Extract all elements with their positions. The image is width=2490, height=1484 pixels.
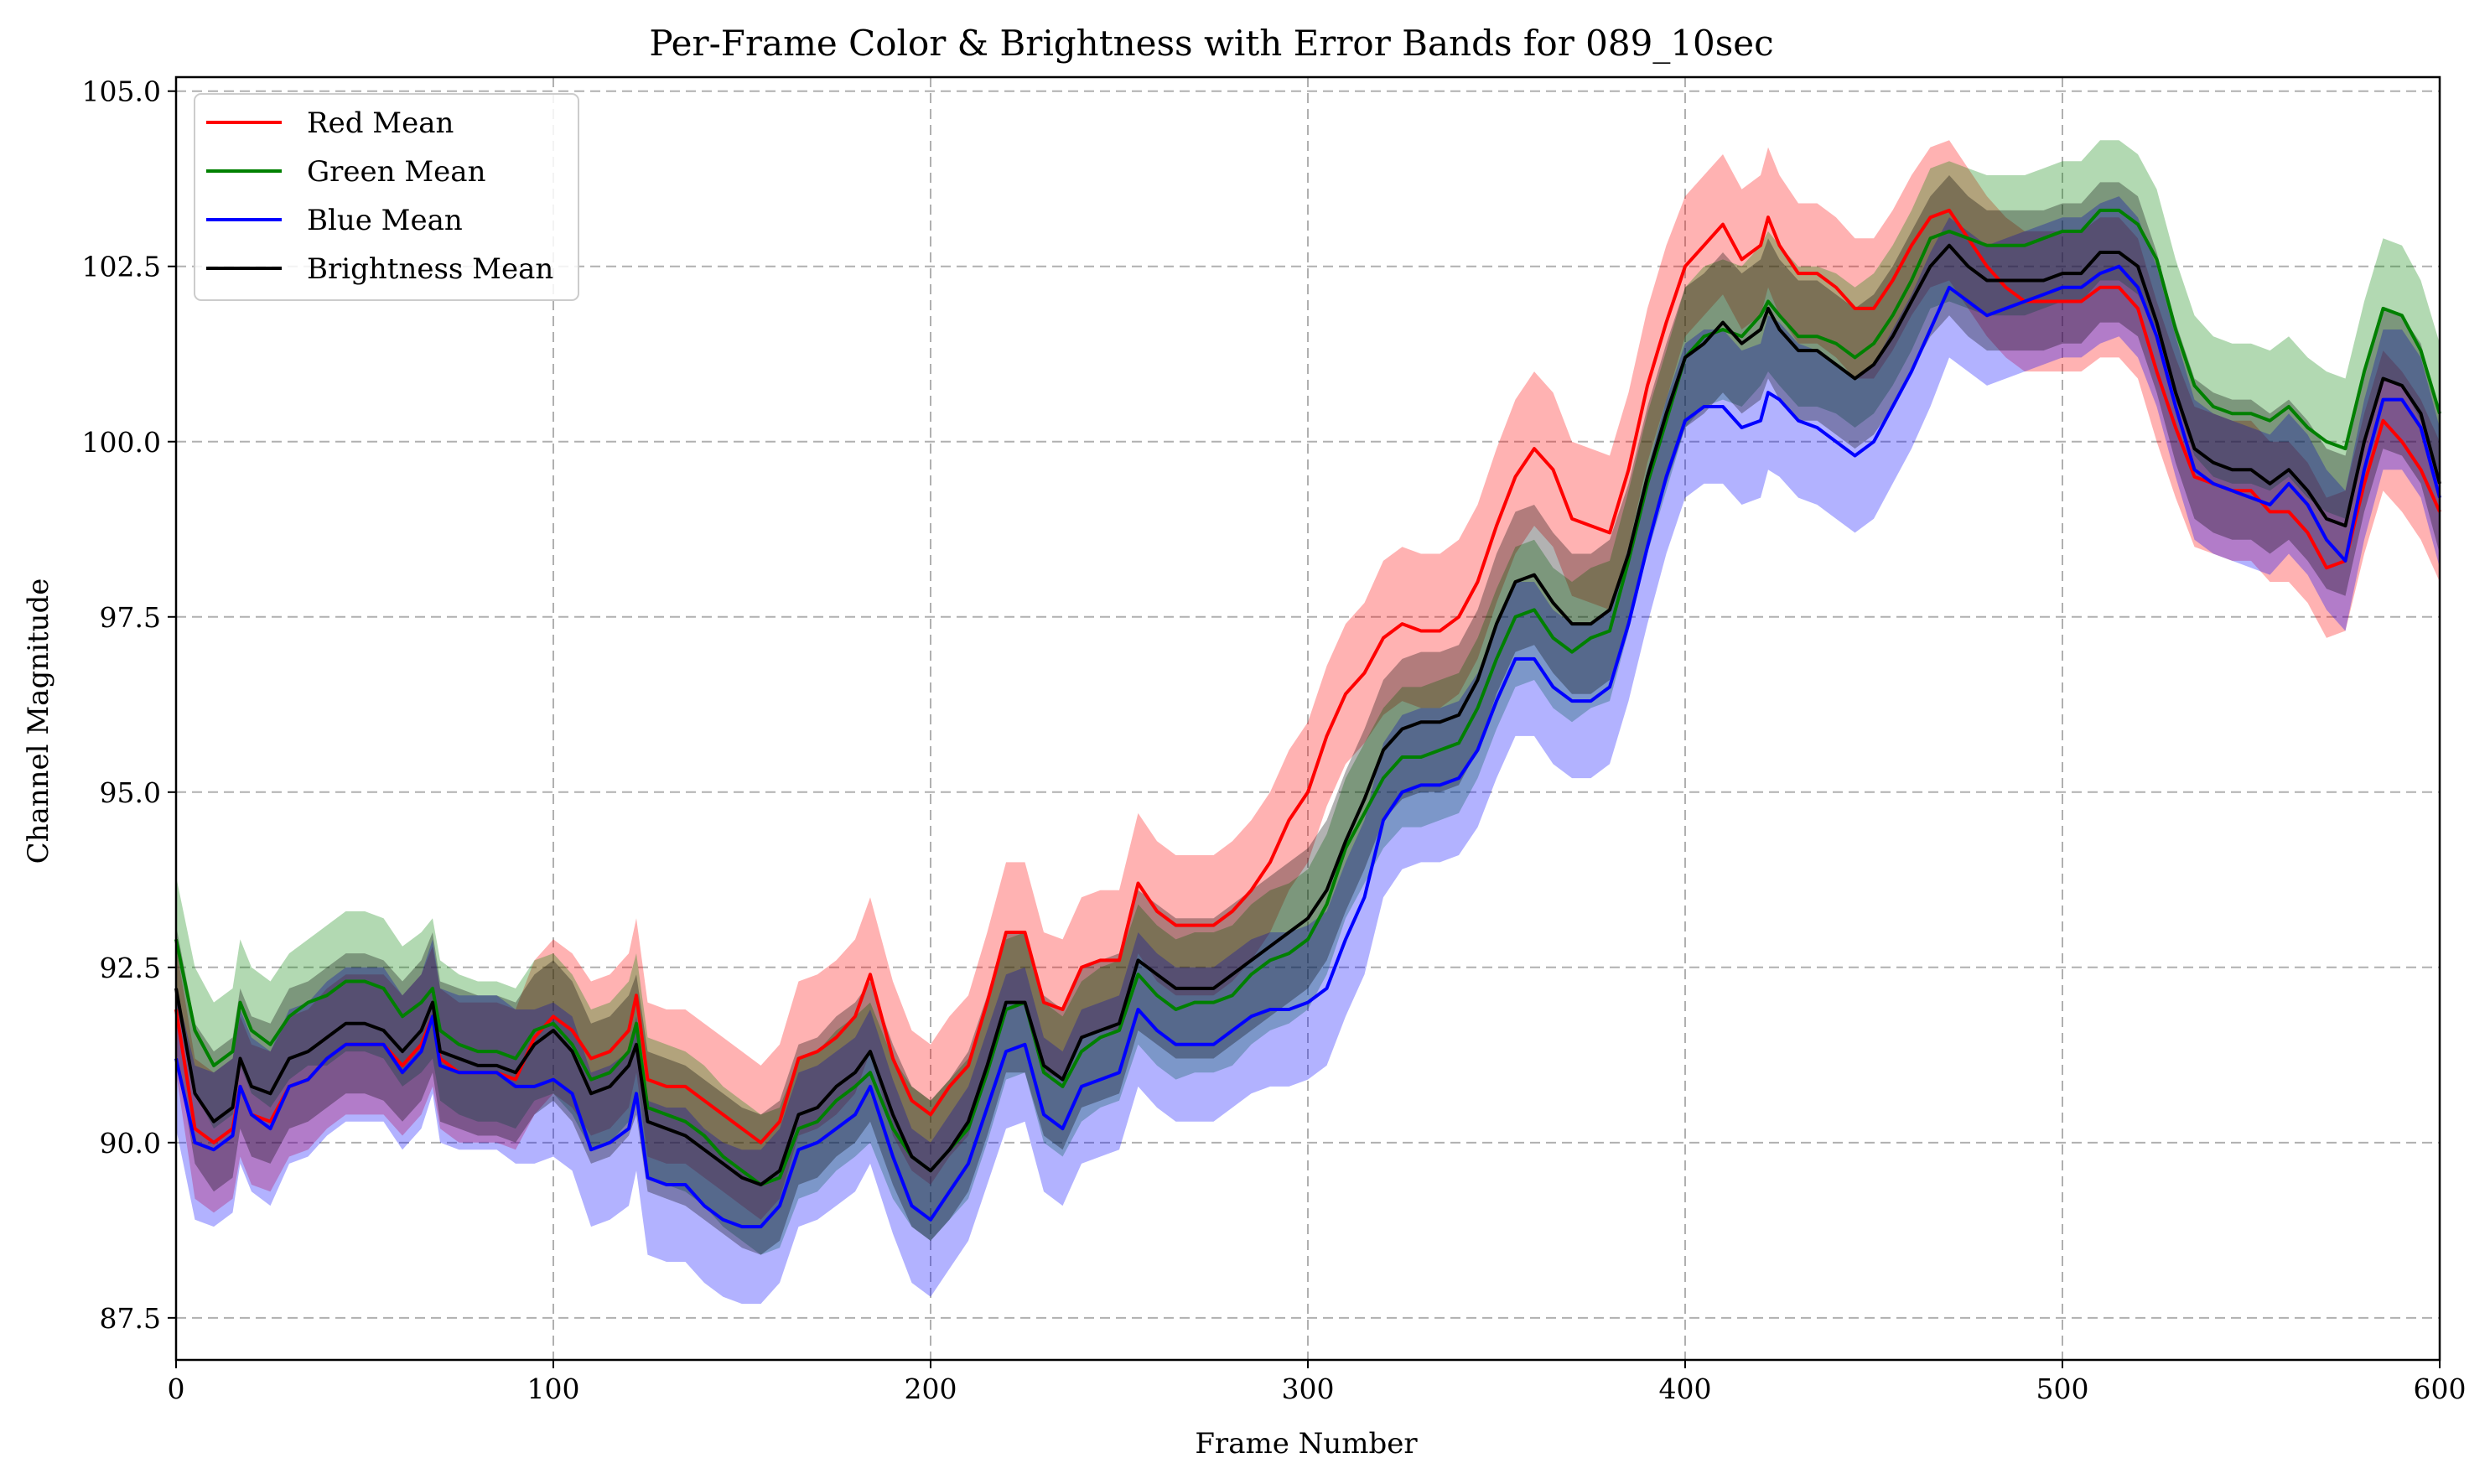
y-tick-label: 95.0: [100, 776, 161, 809]
x-tick-label: 500: [2036, 1372, 2089, 1405]
x-axis-ticks: 0 100 200 300 400 500 600: [168, 1360, 2467, 1405]
x-tick-label: 400: [1659, 1372, 1712, 1405]
error-band-blue-mean: [176, 196, 2440, 1305]
legend: Red Mean Green Mean Blue Mean Brightness Me…: [194, 93, 579, 301]
x-tick-label: 100: [527, 1372, 580, 1405]
x-tick-label: 200: [905, 1372, 957, 1405]
error-band-red-mean: [176, 140, 2440, 1220]
x-tick-label: 600: [2414, 1372, 2467, 1405]
grid-lines: [175, 77, 2441, 1360]
legend-label: Brightness Mean: [307, 252, 553, 286]
y-tick-label: 100.0: [82, 426, 161, 459]
series-line-green-mean: [174, 208, 2441, 1186]
y-axis-label: Channel Magnitude: [22, 579, 55, 864]
legend-box: [194, 93, 579, 301]
error-bands: [176, 140, 2440, 1305]
legend-label: Green Mean: [307, 155, 485, 189]
legend-label: Red Mean: [307, 106, 454, 140]
y-tick-label: 92.5: [100, 952, 161, 984]
series-line-blue-mean: [174, 264, 2441, 1229]
series-line-brightness-mean: [174, 243, 2441, 1186]
x-tick-label: 0: [168, 1372, 185, 1405]
y-tick-label: 102.5: [82, 251, 161, 283]
y-tick-label: 90.0: [100, 1127, 161, 1160]
y-tick-label: 97.5: [100, 601, 161, 634]
chart-title: Per-Frame Color & Brightness with Error …: [649, 23, 1773, 64]
legend-label: Blue Mean: [307, 204, 463, 237]
x-axis-label: Frame Number: [1195, 1427, 1418, 1461]
y-tick-label: 87.5: [100, 1302, 161, 1335]
x-tick-label: 300: [1282, 1372, 1335, 1405]
series-lines: [174, 208, 2441, 1229]
y-tick-label: 105.0: [82, 75, 161, 108]
y-axis-ticks: 87.5 90.0 92.5 95.0 97.5 100.0 102.5 105.0: [82, 75, 176, 1335]
